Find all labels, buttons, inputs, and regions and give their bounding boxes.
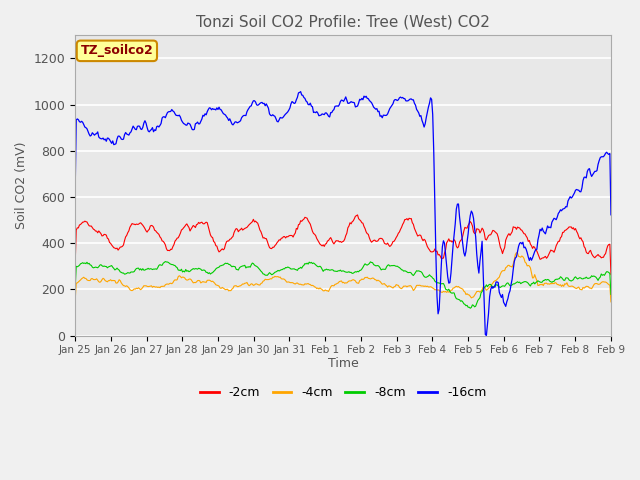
-2cm <box>595 253 603 259</box>
-8cm <box>161 259 169 264</box>
-2cm <box>391 237 399 242</box>
-4cm <box>513 250 520 255</box>
-4cm <box>361 275 369 280</box>
-4cm <box>607 299 615 305</box>
Y-axis label: Soil CO2 (mV): Soil CO2 (mV) <box>15 142 28 229</box>
-4cm <box>595 281 603 287</box>
-2cm <box>71 262 79 267</box>
-16cm <box>297 89 305 95</box>
-2cm <box>511 225 519 230</box>
-4cm <box>329 283 337 288</box>
-16cm <box>327 110 335 116</box>
Line: -2cm: -2cm <box>75 215 611 275</box>
-8cm <box>71 287 79 292</box>
-4cm <box>71 298 79 303</box>
-2cm <box>354 212 362 218</box>
-16cm <box>513 254 520 260</box>
-8cm <box>513 280 520 286</box>
-2cm <box>326 236 333 241</box>
-8cm <box>596 275 604 280</box>
-16cm <box>596 155 604 161</box>
-2cm <box>362 229 370 235</box>
-8cm <box>327 267 335 273</box>
-4cm <box>390 284 398 289</box>
-16cm <box>607 212 615 218</box>
Text: TZ_soilco2: TZ_soilco2 <box>81 44 153 57</box>
-8cm <box>607 291 615 297</box>
-16cm <box>330 107 338 112</box>
-2cm <box>329 240 337 245</box>
-8cm <box>362 262 370 267</box>
-16cm <box>483 333 490 338</box>
Line: -8cm: -8cm <box>75 262 611 308</box>
Title: Tonzi Soil CO2 Profile: Tree (West) CO2: Tonzi Soil CO2 Profile: Tree (West) CO2 <box>196 15 490 30</box>
-8cm <box>391 263 399 269</box>
-8cm <box>467 305 474 311</box>
Legend: -2cm, -4cm, -8cm, -16cm: -2cm, -4cm, -8cm, -16cm <box>195 382 492 405</box>
-16cm <box>71 189 79 195</box>
X-axis label: Time: Time <box>328 357 358 370</box>
-16cm <box>391 96 399 102</box>
-16cm <box>362 94 370 99</box>
-4cm <box>326 287 333 292</box>
-2cm <box>607 272 615 277</box>
Line: -16cm: -16cm <box>75 92 611 336</box>
Line: -4cm: -4cm <box>75 252 611 302</box>
-8cm <box>330 268 338 274</box>
-4cm <box>511 257 518 263</box>
